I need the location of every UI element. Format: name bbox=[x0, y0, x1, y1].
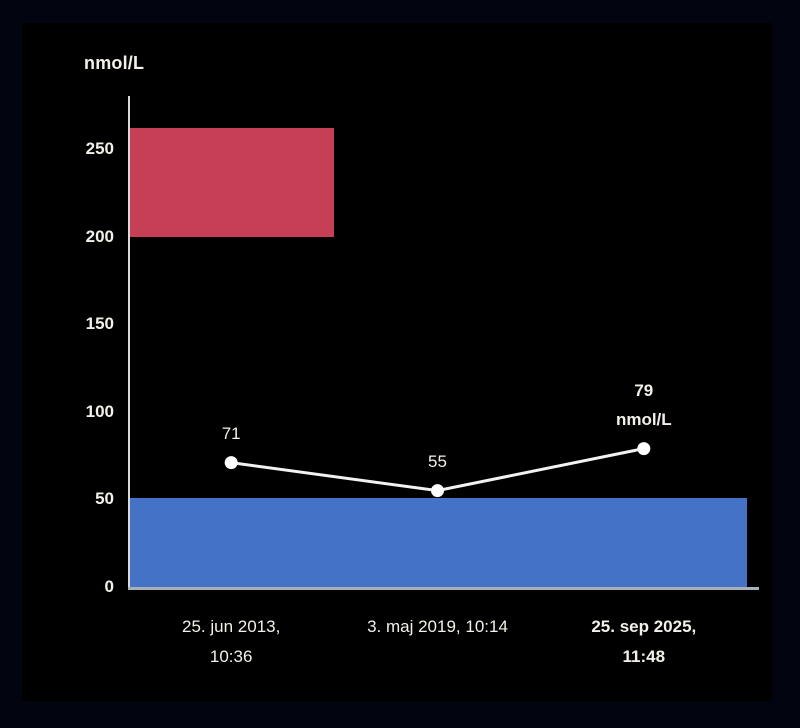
data-point-marker[interactable] bbox=[224, 456, 238, 470]
y-tick-label: 200 bbox=[85, 226, 114, 246]
y-tick-label: 150 bbox=[85, 314, 114, 334]
chart-panel: nmol/L 0 50 100 150 200 250 71 55 79 nmol/L 25. ju… bbox=[22, 23, 772, 701]
low-reference-zone bbox=[129, 497, 747, 587]
data-point-marker[interactable] bbox=[431, 484, 444, 498]
x-axis-date-label: 3. maj 2019, 10:14 bbox=[367, 617, 508, 636]
x-axis-line bbox=[128, 587, 759, 590]
high-reference-zone bbox=[129, 127, 335, 237]
point-value-label: 55 bbox=[428, 451, 447, 471]
y-tick-label: 50 bbox=[95, 489, 114, 509]
x-axis-date-label: 25. jun 2013, 10:36 bbox=[182, 617, 281, 666]
y-tick-label: 0 bbox=[104, 577, 114, 596]
data-point-marker[interactable] bbox=[637, 442, 651, 456]
data-series-svg bbox=[224, 442, 651, 498]
y-axis-unit-label: nmol/L bbox=[84, 53, 145, 73]
y-tick-label: 100 bbox=[85, 401, 114, 421]
y-tick-label: 250 bbox=[85, 139, 114, 158]
x-axis-date-label: 25. sep 2025, 11:48 bbox=[591, 617, 697, 666]
point-value-label: 71 bbox=[221, 423, 241, 443]
y-axis-line bbox=[128, 96, 130, 590]
point-value-label: 79 nmol/L bbox=[615, 380, 672, 429]
